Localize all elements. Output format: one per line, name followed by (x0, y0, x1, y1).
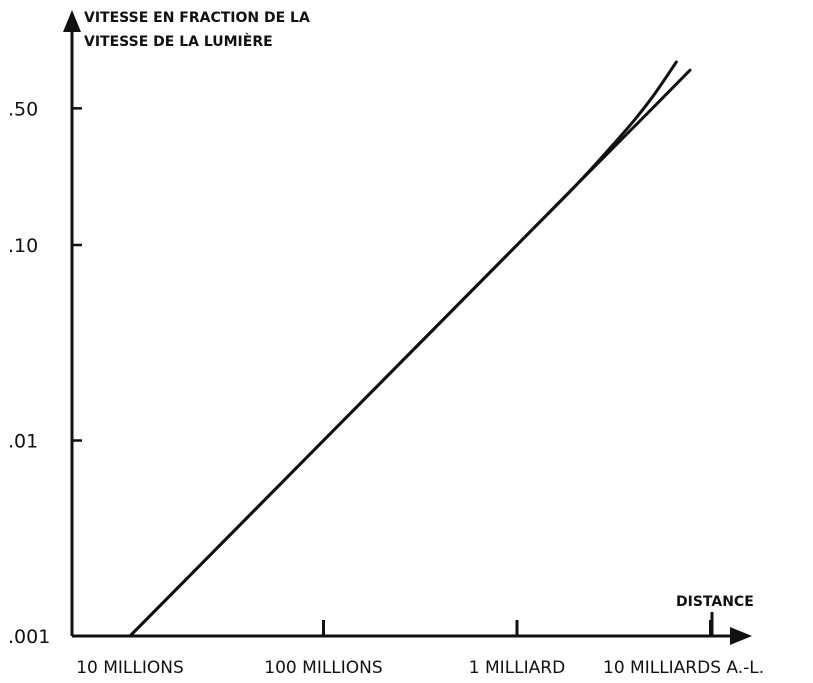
x-axis-arrowhead (730, 627, 752, 645)
series-line-curved (128, 60, 678, 638)
axes (63, 10, 752, 645)
y-axis-label-line2: VITESSE DE LA LUMIÈRE (84, 33, 273, 50)
x-ticks: 10 MILLIONS 100 MILLIONS 1 MILLIARD 10 MILL… (76, 620, 764, 678)
y-ticks: .001 .01 .10 .50 (8, 98, 82, 648)
plot-area (128, 60, 692, 638)
x-tick-label: 10 MILLIARDS A.-L. (603, 658, 764, 678)
x-tick-label: 10 MILLIONS (76, 658, 184, 678)
y-tick-label: .01 (8, 431, 38, 453)
x-axis-label: DISTANCE (676, 594, 754, 610)
y-axis-label-line1: VITESSE EN FRACTION DE LA (84, 10, 310, 26)
x-tick-label: 1 MILLIARD (469, 658, 565, 678)
y-tick-label: .001 (8, 626, 50, 648)
y-axis-arrowhead (63, 10, 81, 32)
y-tick-label: .50 (8, 98, 38, 120)
x-tick-label: 100 MILLIONS (264, 658, 382, 678)
y-tick-label: .10 (8, 235, 38, 257)
